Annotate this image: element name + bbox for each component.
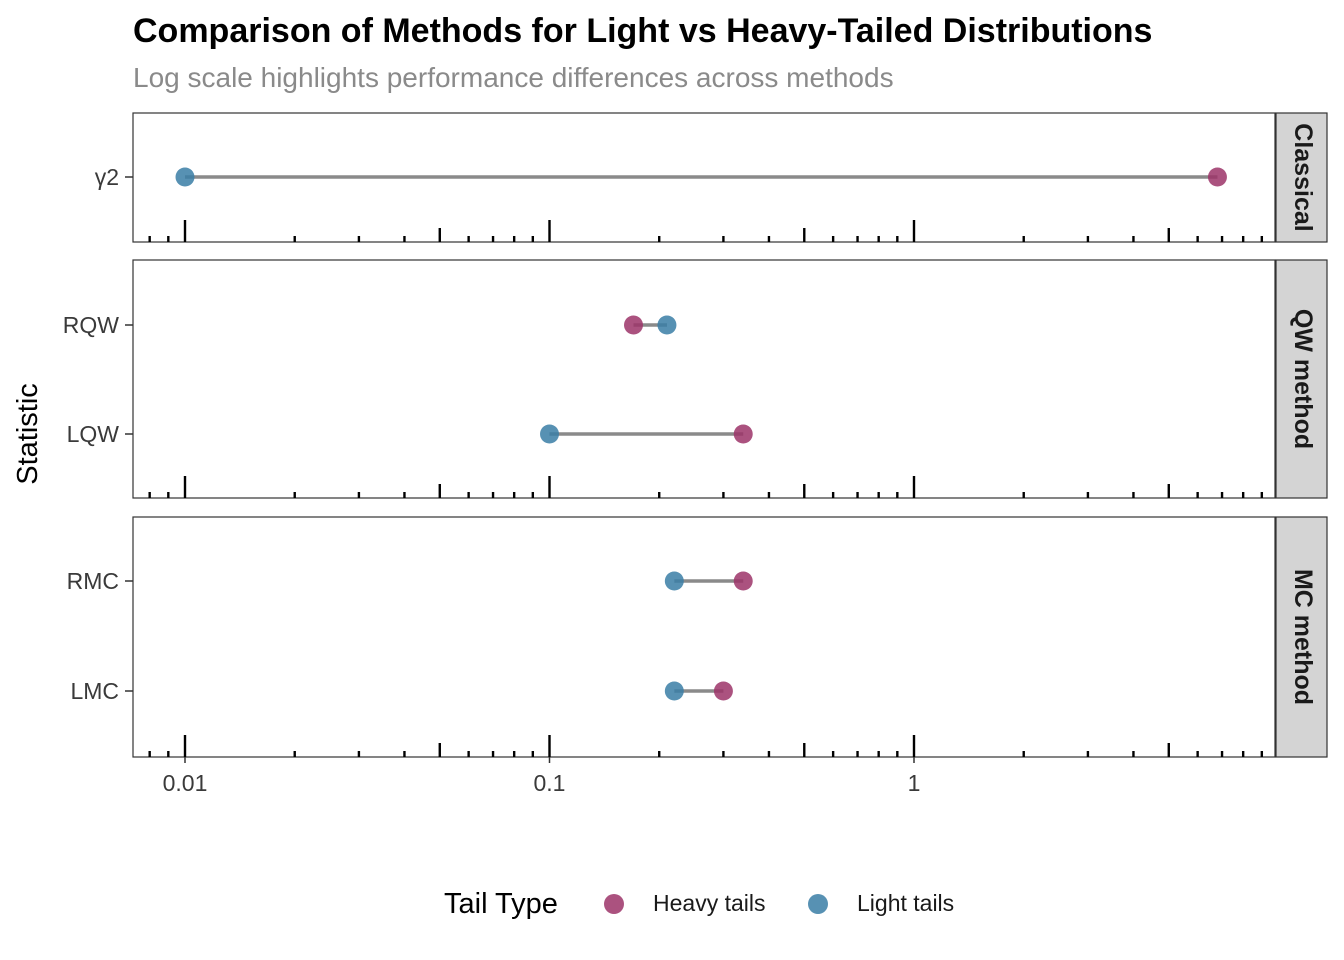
y-tick-label: RMC — [67, 568, 119, 594]
point-light-rmc — [664, 571, 684, 591]
legend-label-light: Light tails — [857, 890, 955, 916]
legend-title: Tail Type — [444, 888, 558, 920]
point-heavy-rmc — [733, 571, 753, 591]
x-tick-label: 1 — [908, 770, 921, 796]
panel-qw-method — [132, 259, 1276, 499]
legend-label-heavy: Heavy tails — [653, 890, 766, 916]
strip-label-mc-method: MC method — [1289, 569, 1317, 705]
point-light-lmc — [664, 681, 684, 701]
chart-title: Comparison of Methods for Light vs Heavy… — [133, 12, 1153, 50]
strip-qw-method — [1275, 259, 1328, 499]
point-heavy-lmc — [713, 681, 733, 701]
y-tick-label: LMC — [70, 678, 119, 704]
strip-label-classical: Classical — [1289, 123, 1317, 231]
legend-swatch-light — [808, 893, 828, 914]
y-tick-label: LQW — [67, 421, 120, 447]
y-tick-label: RQW — [63, 312, 120, 338]
strip-classical — [1275, 112, 1328, 243]
legend-item-light-tails: Light tails — [808, 890, 954, 917]
legend-item-heavy-tails: Heavy tails — [604, 890, 765, 917]
chart-subtitle: Log scale highlights performance differe… — [133, 62, 894, 93]
point-light-lqw — [540, 424, 559, 444]
point-light-rqw — [657, 315, 677, 335]
panel-mc-method — [132, 516, 1276, 758]
y-axis-title: Statistic — [12, 383, 44, 485]
point-heavy-lqw — [733, 424, 753, 444]
legend-swatch-heavy — [604, 893, 624, 914]
strip-mc-method — [1275, 516, 1328, 758]
point-heavy-γ2 — [1207, 167, 1227, 187]
x-tick-label: 0.01 — [163, 770, 208, 796]
point-light-γ2 — [175, 167, 195, 187]
x-tick-label: 0.1 — [534, 770, 566, 796]
legend: Tail Type Heavy tails Light tails — [0, 884, 1344, 928]
point-heavy-rqw — [623, 315, 643, 335]
y-tick-label: γ2 — [95, 164, 119, 190]
strip-label-qw-method: QW method — [1289, 309, 1317, 449]
